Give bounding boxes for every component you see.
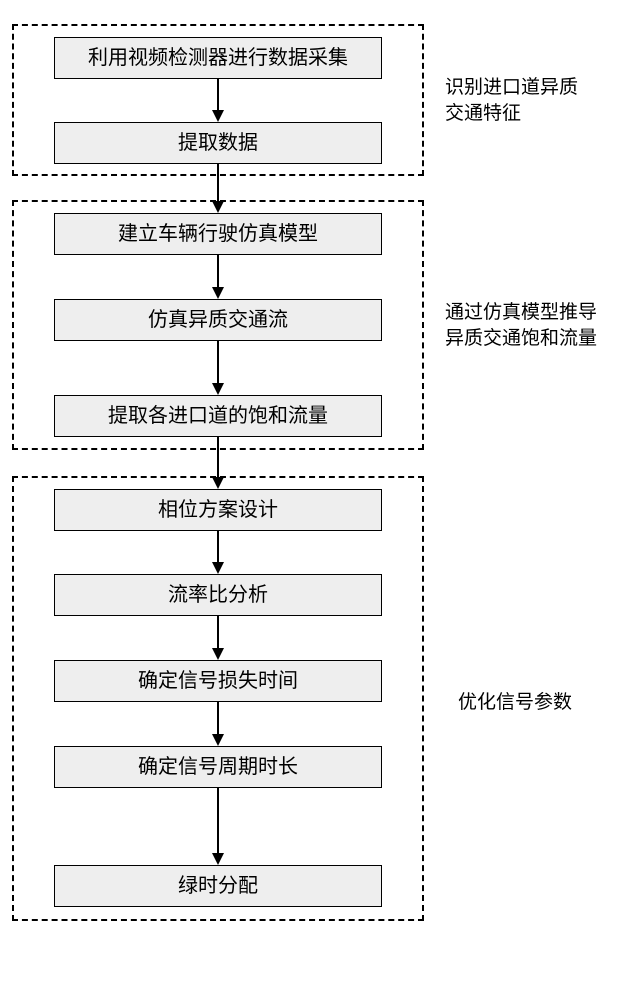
arrow-line (217, 702, 219, 734)
side-label-line: 通过仿真模型推导 (445, 302, 597, 323)
node-extract-data: 提取数据 (54, 122, 382, 164)
arrow-line (217, 255, 219, 287)
node-build-sim-model: 建立车辆行驶仿真模型 (54, 213, 382, 255)
node-label: 确定信号周期时长 (138, 755, 298, 779)
arrow-head-icon (212, 383, 224, 395)
arrow-line (217, 437, 219, 477)
side-label-stage-2: 通过仿真模型推导 异质交通饱和流量 (445, 300, 597, 351)
side-label-stage-1: 识别进口道异质 交通特征 (445, 75, 578, 126)
node-label: 绿时分配 (178, 874, 258, 898)
node-label: 相位方案设计 (158, 498, 278, 522)
node-determine-signal-loss-time: 确定信号损失时间 (54, 660, 382, 702)
side-label-line: 交通特征 (445, 103, 521, 124)
arrow-head-icon (212, 734, 224, 746)
node-flow-ratio-analysis: 流率比分析 (54, 574, 382, 616)
node-label: 提取各进口道的饱和流量 (108, 404, 328, 428)
node-green-time-allocation: 绿时分配 (54, 865, 382, 907)
arrow-head-icon (212, 477, 224, 489)
arrow-head-icon (212, 110, 224, 122)
node-collect-video-data: 利用视频检测器进行数据采集 (54, 37, 382, 79)
arrow-line (217, 788, 219, 853)
node-simulate-heterogeneous-flow: 仿真异质交通流 (54, 299, 382, 341)
node-label: 仿真异质交通流 (148, 308, 288, 332)
node-phase-plan-design: 相位方案设计 (54, 489, 382, 531)
arrow-head-icon (212, 853, 224, 865)
arrow-line (217, 531, 219, 562)
arrow-head-icon (212, 562, 224, 574)
arrow-line (217, 616, 219, 648)
node-label: 确定信号损失时间 (138, 669, 298, 693)
arrow-line (217, 341, 219, 383)
node-label: 提取数据 (178, 131, 258, 155)
node-extract-saturation-flow: 提取各进口道的饱和流量 (54, 395, 382, 437)
arrow-head-icon (212, 287, 224, 299)
node-determine-cycle-length: 确定信号周期时长 (54, 746, 382, 788)
node-label: 流率比分析 (168, 583, 268, 607)
side-label-line: 异质交通饱和流量 (445, 328, 597, 349)
flowchart-canvas: 利用视频检测器进行数据采集 提取数据 建立车辆行驶仿真模型 仿真异质交通流 提取… (0, 0, 626, 1000)
arrow-head-icon (212, 648, 224, 660)
side-label-stage-3: 优化信号参数 (458, 690, 572, 716)
arrow-head-icon (212, 201, 224, 213)
side-label-line: 识别进口道异质 (445, 77, 578, 98)
node-label: 利用视频检测器进行数据采集 (88, 46, 348, 70)
arrow-line (217, 164, 219, 201)
arrow-line (217, 79, 219, 110)
node-label: 建立车辆行驶仿真模型 (118, 222, 318, 246)
side-label-line: 优化信号参数 (458, 692, 572, 713)
